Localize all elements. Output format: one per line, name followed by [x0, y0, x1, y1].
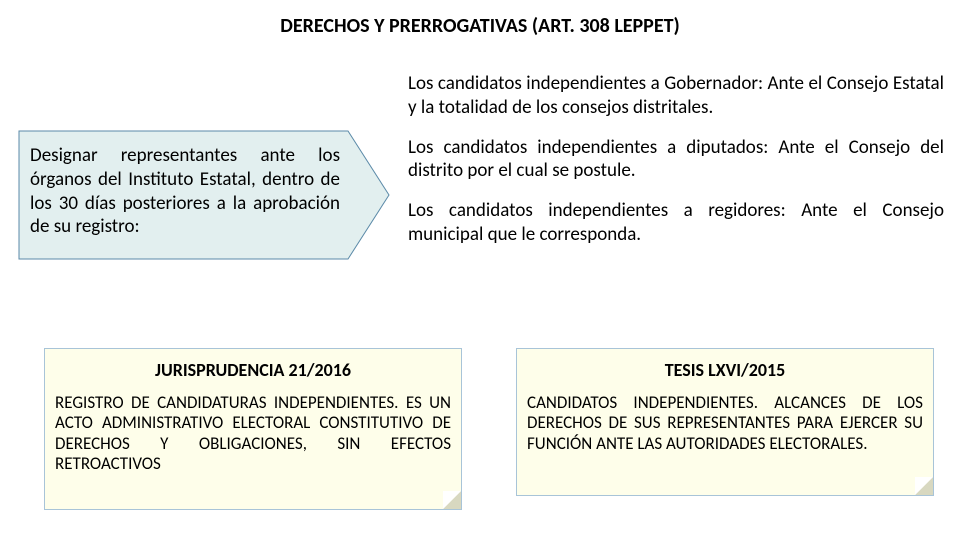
- card-jurisprudencia: JURISPRUDENCIA 21/2016 REGISTRO DE CANDI…: [44, 348, 462, 510]
- arrow-text: Designar representantes ante los órganos…: [30, 144, 340, 239]
- arrow-callout: Designar representantes ante los órganos…: [18, 130, 390, 260]
- card-title: JURISPRUDENCIA 21/2016: [45, 349, 461, 389]
- right-para-1: Los candidatos independientes a Gobernad…: [408, 72, 944, 120]
- right-para-2: Los candidatos independientes a diputado…: [408, 136, 944, 184]
- card-title: TESIS LXVI/2015: [517, 349, 933, 389]
- right-text-column: Los candidatos independientes a Gobernad…: [408, 72, 944, 263]
- card-body: CANDIDATOS INDEPENDIENTES. ALCANCES DE L…: [517, 389, 933, 464]
- card-tesis: TESIS LXVI/2015 CANDIDATOS INDEPENDIENTE…: [516, 348, 934, 496]
- right-para-3: Los candidatos independientes a regidore…: [408, 199, 944, 247]
- card-body: REGISTRO DE CANDIDATURAS INDEPENDIENTES.…: [45, 389, 461, 485]
- page-fold-icon: [443, 491, 461, 509]
- page-title: DERECHOS Y PRERROGATIVAS (ART. 308 LEPPE…: [0, 14, 960, 38]
- page-fold-icon: [915, 477, 933, 495]
